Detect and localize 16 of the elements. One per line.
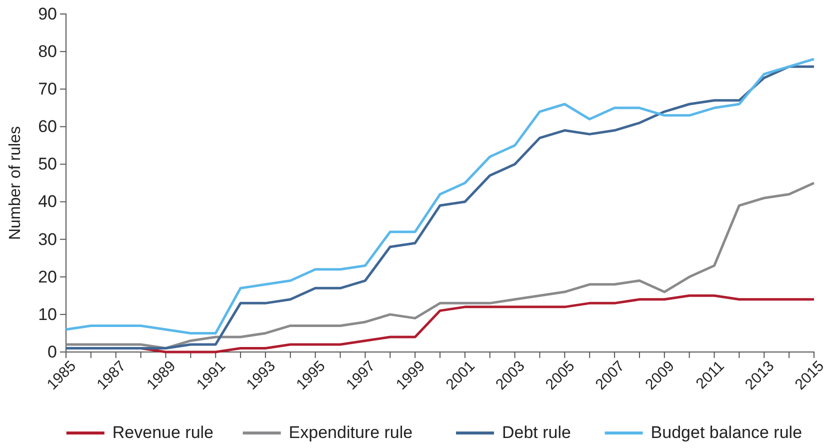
line-series bbox=[64, 182, 816, 350]
y-tick-label: 70 bbox=[38, 80, 57, 99]
y-tick-label: 80 bbox=[38, 42, 57, 61]
y-tick-label: 40 bbox=[38, 192, 57, 212]
y-tick-label: 0 bbox=[48, 342, 57, 362]
legend-label: Budget balance rule bbox=[650, 423, 802, 442]
y-tick-label: 50 bbox=[38, 154, 57, 174]
y-axis-title: Number of rules bbox=[7, 126, 24, 240]
legend-label: Revenue rule bbox=[112, 423, 214, 442]
y-tick-label: 60 bbox=[38, 117, 57, 136]
y-tick-label: 30 bbox=[38, 230, 57, 249]
y-tick-label: 90 bbox=[38, 4, 57, 24]
legend-label: Debt rule bbox=[502, 423, 571, 442]
legend-label: Expenditure rule bbox=[288, 423, 413, 442]
y-tick-label: 10 bbox=[38, 304, 57, 324]
y-tick-label: 20 bbox=[38, 267, 57, 286]
